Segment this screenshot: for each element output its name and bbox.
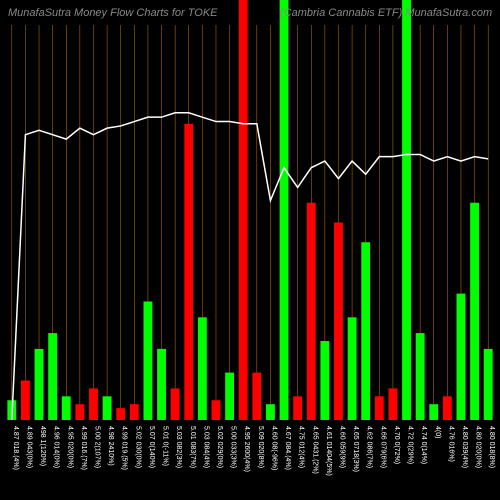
x-axis-label: 5.02 029(0%) [216,426,223,468]
bar [266,404,275,420]
x-axis-label: 5.00 2(107%) [93,426,100,468]
bar [239,0,248,420]
bar [293,396,302,420]
bar [184,124,193,420]
bar [307,203,316,420]
x-axis-label: 5.00 033(3%) [230,426,237,468]
bar [388,388,397,420]
chart-title-left: MunafaSutra Money Flow Charts for TOKE [8,7,218,19]
x-axis-label: 4.66 079(6%) [379,426,386,468]
x-axis-label: 4.80 039(4%) [461,426,468,468]
bar [171,388,180,420]
x-axis-label: 5.03 084(4%) [202,426,209,468]
bar [416,333,425,420]
x-axis-label: 4.96 014(0%) [53,426,60,468]
bar [470,203,479,420]
x-axis-label: 4.99 016.(7%) [80,426,87,470]
bar [484,349,493,420]
bar [361,242,370,420]
x-axis-label: 4.99 019.(5%) [121,426,128,470]
x-axis-label: 4.74 0(14%) [420,426,427,464]
x-axis-label: 4.65 0718(3%) [352,426,359,472]
bar [21,381,30,421]
x-axis-label: 4.75 012(4%) [298,426,305,468]
bar [429,404,438,420]
x-axis-label: 4.87 018.(4%) [12,426,19,470]
x-axis-label: 4.95 020(0%) [66,426,73,468]
x-axis-label: 4.61 01404(5%) [325,426,332,476]
x-axis-label: 5.03 082(3%) [175,426,182,468]
x-axis-label: 5.09 020(8%) [257,426,264,468]
bar [89,388,98,420]
bar [157,349,166,420]
bar [48,333,57,420]
x-axis-label: 5.07 0(140%) [148,426,155,468]
x-axis-label: 4.80 020(0%) [475,426,482,468]
bar [402,0,411,420]
x-axis-label: 4.98 2410%) [107,426,114,466]
chart-title-right: (Cambria Cannabis ETF) MunafaSutra.com [280,7,492,19]
bar [198,317,207,420]
x-axis-label: 4.95 2600(4%) [243,426,250,472]
x-axis-label: 4.65 0431.(2%) [311,426,318,474]
bar [252,373,261,420]
x-axis-label: 498 1(120%) [39,426,46,466]
bar [75,404,84,420]
money-flow-chart: MunafaSutra Money Flow Charts for TOKE (C… [0,0,500,500]
x-axis-label: 5.01 083(7%) [189,426,196,468]
bar [280,0,289,420]
bar [212,400,221,420]
x-axis-label: 4.70 0(72%) [393,426,400,464]
x-axis-label: 4.62 086(7%) [366,426,373,468]
x-axis-label: 4.80 018(8%) [488,426,495,468]
bar [103,396,112,420]
x-axis-label: 5.01 0(-11%) [162,426,169,466]
bar [116,408,125,420]
x-axis-label: 4.89 043(0%) [25,426,32,468]
bar [457,294,466,420]
x-axis-label: 4(0) [434,426,441,438]
x-axis-label: 4.60 059(9%) [338,426,345,468]
bar [443,396,452,420]
x-axis-label: 4.72 0(29%) [407,426,414,464]
bar [130,404,139,420]
chart-container: MunafaSutra Money Flow Charts for TOKE (C… [0,0,500,500]
bar [334,223,343,421]
bar [35,349,44,420]
bar [143,302,152,421]
bar [348,317,357,420]
x-axis-label: 5.02 030(0%) [134,426,141,468]
bar [225,373,234,420]
x-axis-label: 4.60 08(-96%) [270,426,277,470]
bar [375,396,384,420]
x-axis-label: 4.76 016%) [447,426,454,462]
bar [320,341,329,420]
x-axis-label: 4.67 084.(4%) [284,426,291,470]
bar [62,396,71,420]
